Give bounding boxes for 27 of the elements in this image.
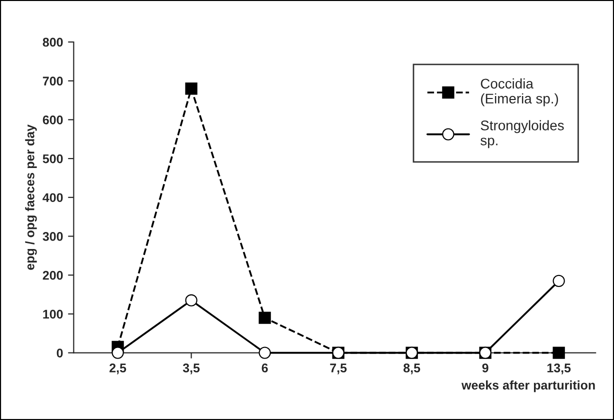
- x-tick-label: 9: [482, 364, 488, 372]
- y-tick-label: 300: [42, 232, 63, 241]
- point: [552, 346, 565, 359]
- point: [258, 346, 271, 359]
- x-axis-title: weeks after parturition: [461, 380, 595, 392]
- legend-label: Coccidia (Eimeria sp.): [480, 78, 558, 106]
- legend-label: Strongyloides sp.: [480, 120, 564, 148]
- y-tick-label: 500: [42, 154, 63, 164]
- y-tick-label: 200: [42, 270, 63, 280]
- y-tick-label: 0: [56, 348, 63, 358]
- y-tick-label: 100: [43, 310, 63, 319]
- x-tick-label: 6: [262, 364, 268, 372]
- x-tick-label: 7,5: [330, 364, 347, 374]
- x-tick-label: 8,5: [404, 364, 420, 374]
- y-tick-label: 800: [42, 38, 63, 47]
- x-tick-label: 2,5: [110, 364, 126, 374]
- point: [258, 312, 271, 324]
- point: [112, 346, 124, 359]
- y-tick-label: 600: [42, 116, 63, 124]
- x-tick-label: 13,5: [547, 364, 571, 374]
- y-tick-label: 400: [42, 193, 63, 202]
- point: [185, 82, 198, 95]
- point: [185, 294, 198, 306]
- y-tick-label: 700: [42, 76, 63, 86]
- point: [552, 274, 565, 288]
- x-tick-label: 3,5: [182, 364, 200, 374]
- y-axis-title: epg / opg faeces per day: [25, 124, 37, 270]
